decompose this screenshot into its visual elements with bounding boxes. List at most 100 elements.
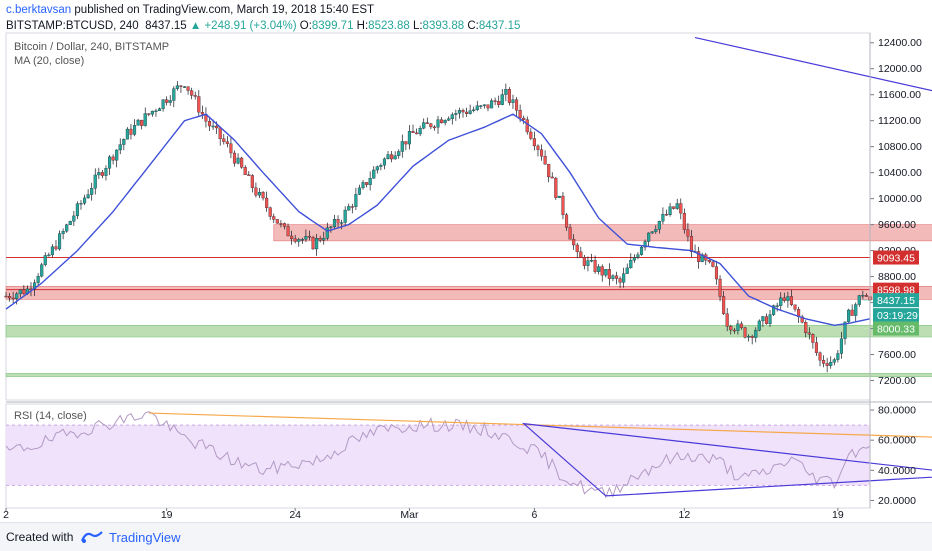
resistance-zone-1 — [5, 286, 932, 300]
candle-body — [125, 128, 129, 140]
candle-body — [707, 260, 711, 263]
candle-body — [286, 226, 290, 237]
candle-body — [411, 130, 415, 134]
candle-body — [807, 332, 811, 335]
candle-body — [450, 114, 454, 119]
candle-body — [443, 120, 447, 124]
candle-body — [543, 156, 547, 165]
candle-body — [618, 278, 622, 283]
candle-body — [564, 214, 569, 228]
candle-body — [100, 172, 104, 176]
candle-body — [536, 145, 540, 150]
candle-body — [154, 110, 158, 113]
time-label-0: 2 — [3, 509, 9, 521]
close-value: 8437.15 — [478, 20, 521, 32]
candle-body — [750, 336, 754, 338]
candle-body — [800, 316, 804, 323]
candle-body — [150, 110, 154, 115]
candle-body — [65, 224, 69, 232]
candle-body — [143, 113, 147, 126]
candle-body — [22, 289, 26, 294]
author-link[interactable]: c.berktavsan — [6, 4, 72, 16]
candle-body — [322, 238, 326, 241]
candle-body — [350, 206, 354, 208]
high-label: H: — [356, 20, 369, 32]
candle-body — [722, 296, 726, 314]
candle-body — [215, 125, 219, 129]
candle-body — [272, 216, 276, 220]
candle-body — [514, 99, 519, 111]
tradingview-brand[interactable]: TradingView — [109, 530, 181, 545]
candle-body — [539, 149, 544, 157]
candle-body — [257, 192, 262, 196]
candle-body — [265, 197, 269, 208]
candle-body — [604, 269, 608, 276]
chart-canvas[interactable]: 12400.00 12000.00 11600.00 11200.00 10800.00… — [0, 0, 932, 522]
open-label: O: — [299, 20, 312, 32]
candle-body — [300, 239, 304, 241]
candle-body — [400, 141, 404, 152]
candle-body — [157, 108, 162, 112]
candle-body — [754, 330, 758, 338]
candle-body — [250, 175, 254, 188]
candle-body — [736, 323, 740, 331]
candle-body — [4, 295, 8, 298]
candle-body — [282, 223, 287, 227]
candle-body — [332, 219, 337, 228]
close-label: C: — [467, 20, 479, 32]
candle-body — [254, 187, 258, 196]
candle-body — [507, 89, 511, 103]
candle-body — [225, 141, 229, 144]
candle-body — [447, 118, 451, 121]
candle-body — [90, 188, 94, 195]
candle-body — [43, 255, 47, 265]
candle-body — [54, 246, 58, 250]
candle-body — [47, 254, 51, 257]
candle-body — [493, 100, 497, 102]
candle-body — [336, 219, 340, 224]
candle-body — [304, 236, 308, 240]
candle-body — [511, 99, 515, 103]
candle-body — [86, 194, 90, 199]
price-tick-label-5: 10400.00 — [878, 167, 922, 179]
candle-body — [311, 237, 315, 250]
price-tick-label-9: 8800.00 — [878, 271, 916, 283]
candle-body — [550, 176, 554, 179]
candle-body — [175, 85, 179, 89]
candle-body — [247, 174, 251, 176]
candle-body — [104, 168, 108, 176]
candle-body — [586, 260, 590, 266]
candle-body — [611, 275, 615, 279]
candle-body — [561, 195, 565, 215]
time-label-4: 6 — [531, 509, 537, 521]
candle-body — [747, 336, 751, 338]
candle-body — [279, 223, 283, 225]
candle-body — [118, 144, 122, 151]
candle-body — [72, 215, 76, 222]
price-badge-label-3: 03:19:29 — [877, 310, 918, 322]
price-pane-frame — [5, 32, 871, 401]
candle-body — [850, 309, 854, 316]
candle-body — [575, 244, 579, 252]
candle-body — [218, 127, 222, 139]
candle-body — [582, 257, 586, 266]
candle-body — [325, 227, 329, 239]
candle-body — [40, 264, 44, 277]
candle-body — [168, 100, 172, 103]
candle-body — [479, 105, 483, 107]
candle-body — [739, 323, 744, 328]
candle-body — [664, 213, 669, 216]
candle-body — [436, 119, 440, 128]
candle-body — [115, 149, 119, 161]
candle-body — [15, 293, 19, 299]
candle-body — [261, 192, 265, 199]
candle-body — [718, 278, 722, 297]
tradingview-logo-icon — [80, 531, 103, 543]
candle-body — [829, 362, 833, 366]
candle-body — [825, 363, 829, 366]
candle-body — [372, 169, 376, 179]
candle-body — [393, 155, 397, 160]
candle-body — [836, 353, 840, 360]
created-with-text: Created with — [6, 530, 74, 544]
price-badge-4 — [873, 321, 919, 336]
